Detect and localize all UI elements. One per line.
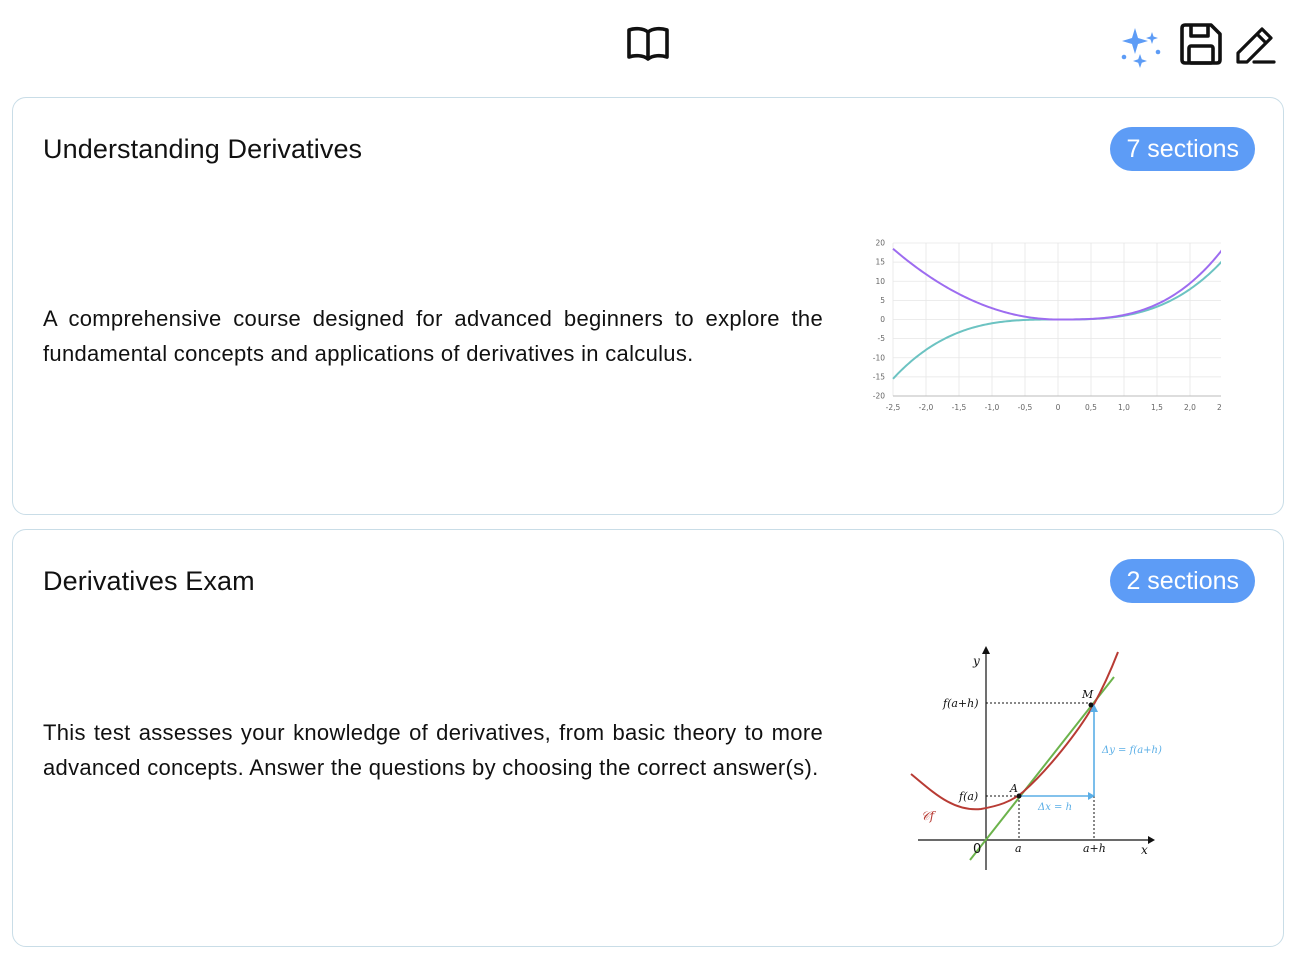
card-description: A comprehensive course designed for adva… <box>43 306 823 366</box>
x-tick-label: -2,0 <box>919 403 934 412</box>
purple-curve <box>892 247 1221 321</box>
x-tick-label: -0,5 <box>1018 403 1033 412</box>
secant-tangent-figure: y x 0 f(a+h) f(a) A M Δy = f(a+h) - f(a)… <box>910 646 1163 870</box>
sections-count-badge: 7 sections <box>1110 127 1255 171</box>
x-tick-label: 2,5 <box>1217 403 1221 412</box>
sections-count-badge: 2 sections <box>1110 559 1255 603</box>
y-tick-label: -15 <box>873 372 885 381</box>
tangent-line <box>969 676 1115 861</box>
label-delta-y: Δy = f(a+h) - f(a) <box>1101 745 1163 756</box>
origin-label: 0 <box>973 842 981 857</box>
y-tick-label: 5 <box>880 296 885 305</box>
y-tick-label: 10 <box>875 277 885 286</box>
card-description: This test assesses your knowledge of der… <box>43 720 823 780</box>
x-tick-label: 0 <box>1056 403 1061 412</box>
x-tick-label: 1,5 <box>1151 403 1163 412</box>
x-tick-label: 0,5 <box>1085 403 1097 412</box>
derivative-curves-figure: -2,5 -2,0 -1,5 -1,0 -0,5 0 0,5 1,0 1,5 2,0 2,5 20 15… <box>873 239 1221 412</box>
y-axis-arrow <box>982 646 990 654</box>
label-point-a: A <box>1009 782 1018 795</box>
x-tick-label: -2,5 <box>886 403 901 412</box>
label-f-a-plus-h: f(a+h) <box>942 697 979 710</box>
point-a-dot <box>1016 793 1022 799</box>
top-toolbar <box>0 0 1298 90</box>
x-tick-label: 1,0 <box>1118 403 1130 412</box>
course-card-understanding-derivatives[interactable]: Understanding Derivatives 7 sections A c… <box>12 97 1284 515</box>
x-axis-arrow <box>1148 836 1155 844</box>
label-f-a: f(a) <box>958 790 978 803</box>
card-title: Derivatives Exam <box>43 566 255 596</box>
save-icon[interactable] <box>1178 21 1224 67</box>
y-tick-label: -20 <box>873 392 885 401</box>
curve-label: 𝒞f <box>921 809 937 823</box>
function-curve <box>910 651 1119 811</box>
label-delta-x: Δx = h <box>1037 802 1072 813</box>
point-m-dot <box>1088 702 1094 708</box>
card-title: Understanding Derivatives <box>43 134 363 164</box>
course-card-derivatives-exam[interactable]: Derivatives Exam 2 sections This test as… <box>12 529 1284 947</box>
book-open-icon <box>627 26 669 61</box>
x-tick-label: 2,0 <box>1184 403 1196 412</box>
y-tick-label: -10 <box>873 353 885 362</box>
label-point-m: M <box>1081 688 1094 701</box>
y-tick-label: 15 <box>875 258 885 267</box>
tick-label-a-plus-h: a+h <box>1083 842 1106 855</box>
y-axis-label: y <box>972 654 980 668</box>
x-tick-label: -1,0 <box>985 403 1000 412</box>
x-axis-label: x <box>1141 843 1148 857</box>
y-tick-label: 20 <box>875 239 885 248</box>
sparkles-icon[interactable] <box>1118 24 1164 68</box>
x-tick-label: -1,5 <box>952 403 967 412</box>
y-tick-label: 0 <box>880 315 885 324</box>
pencil-icon[interactable] <box>1234 24 1276 66</box>
y-tick-label: -5 <box>878 334 886 343</box>
tick-label-a: a <box>1015 842 1022 855</box>
